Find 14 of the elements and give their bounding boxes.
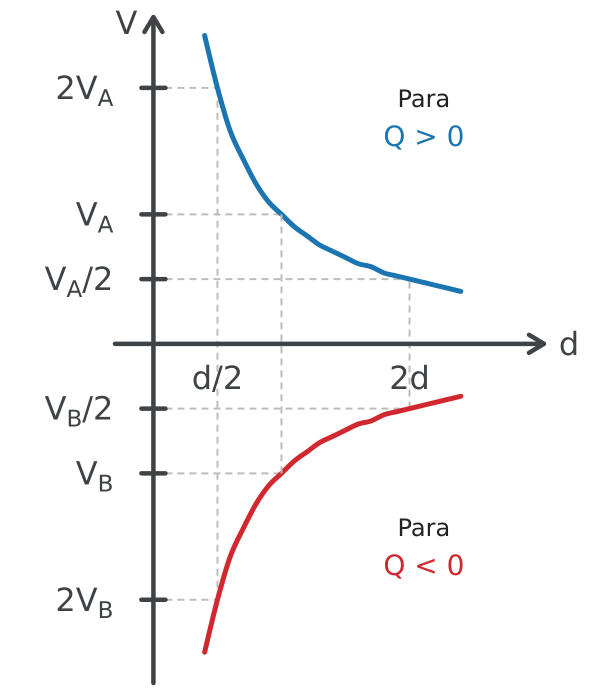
text: Q < 0: [383, 549, 464, 582]
ref-line-label: 2V$_{B}$: [55, 580, 114, 624]
ref-line-label: V$_{B}$/2: [44, 390, 114, 432]
x-axis-title: d: [558, 324, 580, 363]
ref-line-label: 2V$_{A}$: [55, 68, 114, 112]
x-tick-label: 2d: [389, 358, 430, 397]
ref-line-label: V$_{A}$: [76, 195, 114, 238]
y-axis-title: V: [115, 4, 138, 42]
ref-line-label: V$_{B}$: [76, 454, 114, 498]
annotation: Para: [398, 514, 450, 542]
x-tick-label: d/2: [192, 358, 244, 397]
ref-line-label: V$_{A}$/2: [44, 260, 114, 303]
text: Q > 0: [383, 120, 464, 154]
annotation: Para: [398, 85, 450, 114]
